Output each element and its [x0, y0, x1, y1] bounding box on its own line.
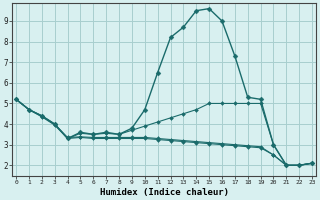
X-axis label: Humidex (Indice chaleur): Humidex (Indice chaleur)	[100, 188, 228, 197]
